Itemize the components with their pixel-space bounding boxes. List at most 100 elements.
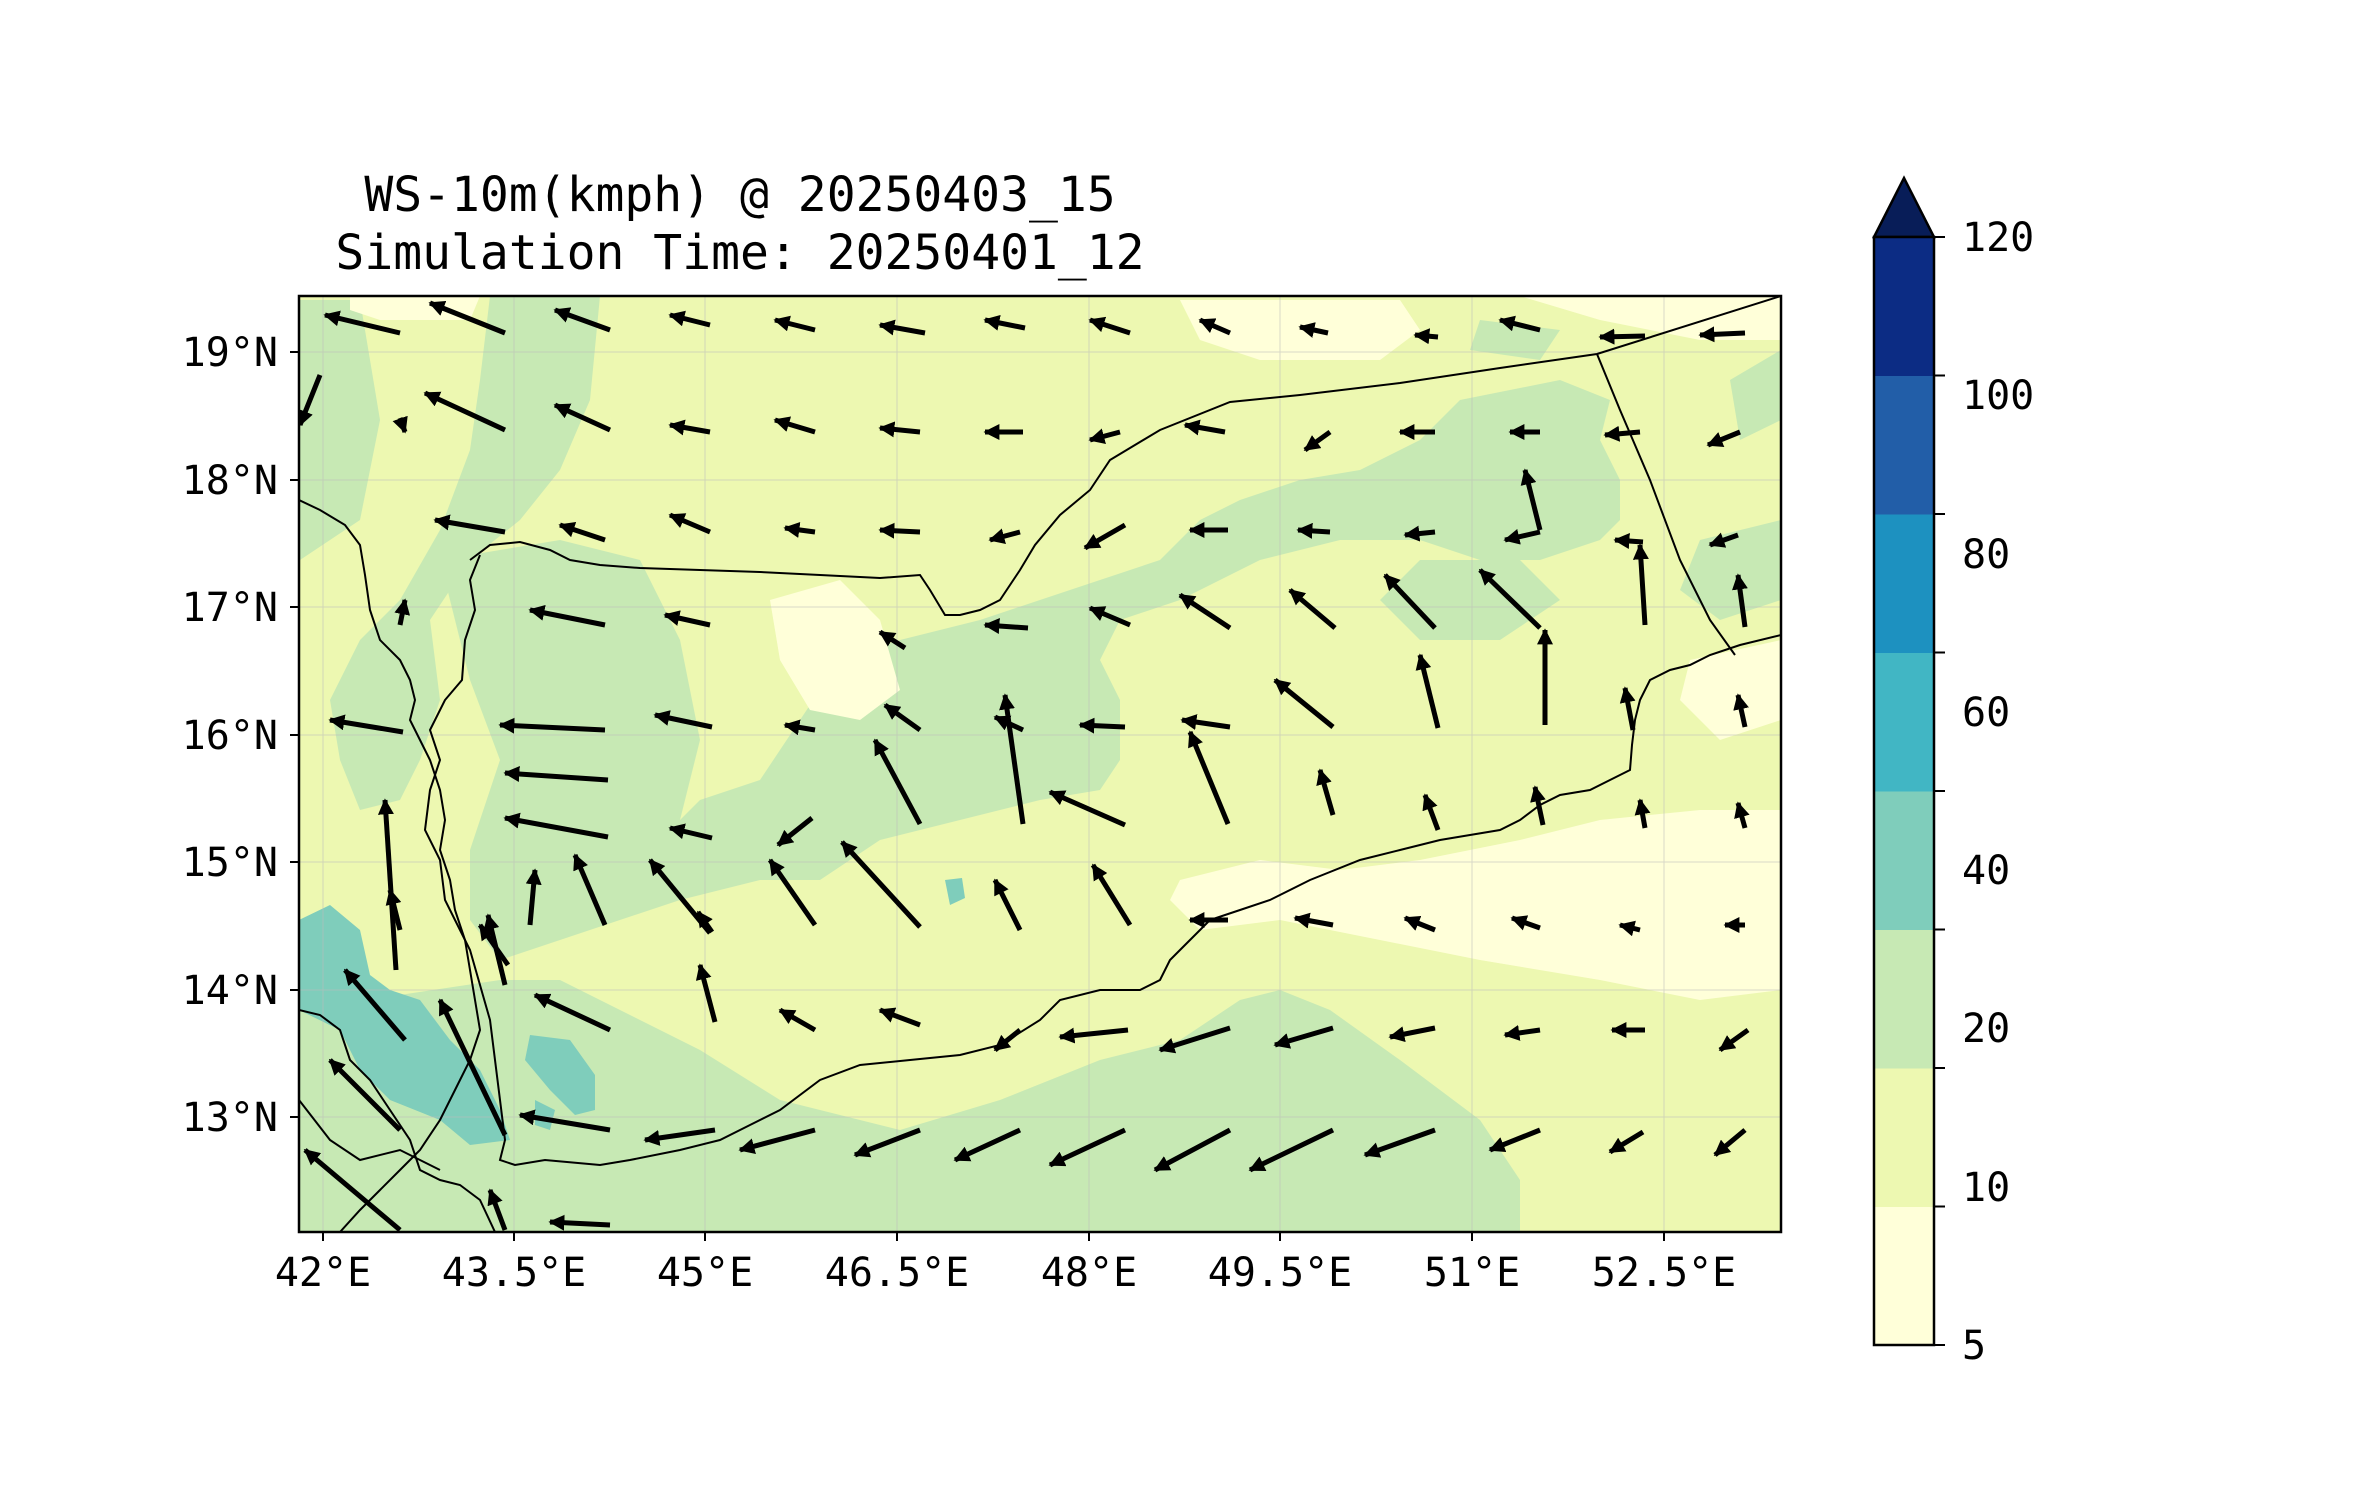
wind-arrow — [776, 816, 814, 847]
wind-arrow — [1058, 1027, 1129, 1044]
wind-arrow — [1187, 730, 1231, 825]
saudi-yemen-border — [469, 296, 1781, 616]
wind-arrow — [392, 415, 408, 434]
wind-arrow — [1422, 793, 1441, 831]
colorbar-label: 5 — [1962, 1323, 1986, 1369]
lon-tick-label: 48°E — [1041, 1250, 1137, 1296]
wind-arrow — [783, 719, 816, 736]
wind-arrow — [1048, 789, 1127, 828]
colorbar-label: 80 — [1962, 532, 2010, 578]
wind-arrow — [992, 878, 1023, 932]
wind-arrow — [1520, 468, 1543, 531]
colorbar-ticks — [1934, 236, 1945, 1346]
lon-tick-label: 52.5°E — [1592, 1250, 1737, 1296]
wind-arrow — [1598, 328, 1646, 345]
wind-arrow — [1088, 316, 1131, 336]
wind-arrow — [878, 522, 921, 539]
axis-ticks — [290, 351, 1665, 1241]
wind-arrow — [394, 598, 411, 626]
colorbar-band — [1874, 1068, 1934, 1207]
wind-arrow — [695, 963, 718, 1023]
wind-arrow — [1090, 863, 1133, 927]
wind-arrow — [1153, 1127, 1232, 1173]
wind-arrow — [433, 514, 506, 535]
wind-arrow — [1403, 915, 1436, 933]
map-subtitle: Simulation Time: 20250401_12 — [335, 225, 1145, 281]
wind-arrow — [1619, 686, 1636, 731]
wind-arrow — [328, 1058, 402, 1132]
wind-arrow — [1273, 1025, 1334, 1049]
wind-arrow — [1363, 1127, 1436, 1158]
wind-arrow — [572, 853, 608, 926]
wind-arrow — [1388, 1025, 1436, 1043]
wind-arrow — [1383, 573, 1437, 630]
lat-tick-label: 19°N — [182, 330, 278, 376]
wind-arrow — [1706, 429, 1741, 448]
wind-arrow — [487, 1188, 508, 1231]
wind-arrow — [1733, 693, 1749, 728]
wind-arrow — [878, 421, 921, 438]
djibouti-border — [299, 1099, 441, 1171]
wind-arrow — [983, 618, 1029, 634]
wind-arrow — [988, 528, 1021, 545]
coastline-gulf-of-aden-south — [299, 1009, 496, 1232]
colorbar-label: 10 — [1962, 1165, 2010, 1211]
wind-arrow — [528, 604, 606, 628]
wind-arrow — [1632, 543, 1649, 626]
colorbar-extend-triangle — [1871, 175, 1937, 239]
map-title: WS-10m(kmph) @ 20250403_15 — [364, 167, 1116, 223]
wind-arrow — [668, 512, 711, 535]
wind-arrow — [303, 1148, 402, 1232]
wind-arrow — [553, 402, 612, 433]
wind-arrow — [385, 888, 403, 931]
wind-arrow — [1415, 653, 1441, 729]
wind-arrow — [1158, 1025, 1231, 1054]
wind-arrow — [778, 1007, 817, 1033]
lat-tick-label: 14°N — [182, 968, 278, 1014]
wind-arrow — [1288, 588, 1337, 630]
wind-arrow — [1713, 1128, 1747, 1157]
wind-arrow — [668, 823, 713, 841]
wind-arrow — [377, 798, 399, 971]
wind-arrow — [695, 910, 715, 934]
wind-arrow — [1608, 1129, 1645, 1155]
wind-arrow — [1178, 592, 1232, 631]
wind-arrow — [783, 521, 816, 538]
wind-arrow — [503, 765, 609, 783]
wind-arrow — [1298, 322, 1329, 338]
wind-arrow — [1478, 568, 1542, 630]
wind-arrow — [1088, 428, 1121, 445]
wind-arrow — [428, 300, 506, 336]
wind-arrow — [953, 1127, 1022, 1163]
wind-arrow — [872, 738, 923, 826]
wind-arrow — [343, 968, 407, 1042]
wind-arrow — [483, 913, 508, 986]
coastlines-and-borders — [299, 296, 1781, 1232]
wind-arrow — [983, 314, 1026, 331]
wind-arrow — [653, 710, 713, 730]
wind-arrow — [840, 840, 922, 929]
yemen-oman-border — [1596, 353, 1736, 656]
wind-arrow — [503, 812, 609, 840]
colorbar-bands — [1874, 237, 1934, 1346]
wind-arrow — [423, 390, 507, 433]
wind-arrow — [1083, 522, 1127, 551]
wind-arrow — [328, 714, 404, 735]
wind-arrow — [1530, 785, 1546, 826]
coastline-african — [299, 499, 482, 1232]
wind-arrow — [1698, 326, 1746, 343]
wind-arrow — [878, 1007, 921, 1028]
coastline-red-sea-east — [423, 554, 1781, 1167]
wind-arrow — [1248, 1127, 1335, 1173]
wind-arrow — [323, 310, 401, 336]
lat-tick-labels: 13°N 14°N 15°N 16°N 17°N 18°N 19°N — [182, 330, 278, 1141]
wind-arrow — [883, 702, 922, 733]
wind-arrow — [299, 374, 323, 427]
wind-arrow — [1503, 1025, 1541, 1041]
wind-arrow — [1413, 328, 1439, 345]
wind-vector-field — [299, 300, 1750, 1232]
lon-tick-label: 46.5°E — [825, 1250, 970, 1296]
colorbar-label: 100 — [1962, 373, 2034, 419]
wind-arrow — [1303, 429, 1332, 453]
